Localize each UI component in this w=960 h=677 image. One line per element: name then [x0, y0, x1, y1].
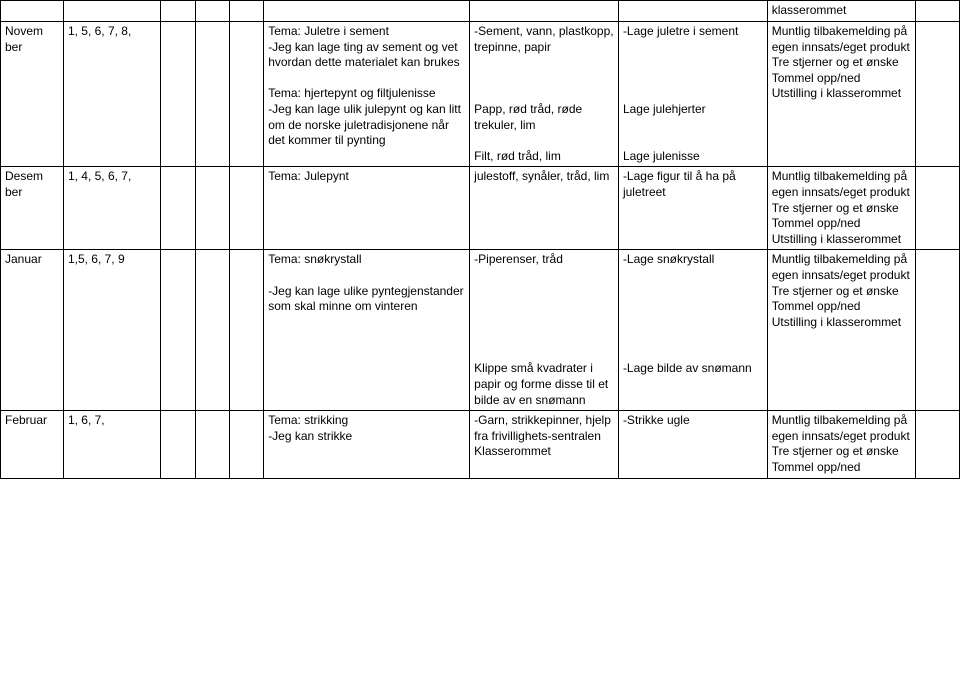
- cell-r0-c2: [161, 1, 195, 22]
- cell-r2-c5: Tema: Julepynt: [264, 167, 470, 250]
- cell-r1-c8: Muntlig tilbakemelding på egen innsats/e…: [767, 22, 916, 167]
- cell-r1-c2: [161, 22, 195, 167]
- cell-r2-c9: [916, 167, 960, 250]
- cell-r3-c9: [916, 250, 960, 411]
- cell-r3-c4: [229, 250, 263, 411]
- cell-r4-c5: Tema: strikking-Jeg kan strikke: [264, 411, 470, 478]
- cell-r4-c6: -Garn, strikkepinner, hjelp fra frivilli…: [470, 411, 619, 478]
- cell-r2-c0: Desember: [1, 167, 64, 250]
- cell-r2-c3: [195, 167, 229, 250]
- cell-r0-c9: [916, 1, 960, 22]
- cell-r0-c7: [618, 1, 767, 22]
- cell-r1-c7: -Lage juletre i sementLage julehjerterLa…: [618, 22, 767, 167]
- cell-r0-c1: [63, 1, 160, 22]
- cell-r3-c8: Muntlig tilbakemelding på egen innsats/e…: [767, 250, 916, 411]
- cell-r3-c0: Januar: [1, 250, 64, 411]
- cell-r3-c6: -Piperenser, trådKlippe små kvadrater i …: [470, 250, 619, 411]
- plan-table: klasserommet November1, 5, 6, 7, 8, Tema: …: [0, 0, 960, 479]
- cell-r3-c5: Tema: snøkrystall-Jeg kan lage ulike pyn…: [264, 250, 470, 411]
- cell-r2-c6: julestoff, synåler, tråd, lim: [470, 167, 619, 250]
- cell-r0-c3: [195, 1, 229, 22]
- cell-r1-c6: -Sement, vann, plastkopp, trepinne, papi…: [470, 22, 619, 167]
- cell-r1-c3: [195, 22, 229, 167]
- cell-r3-c2: [161, 250, 195, 411]
- cell-r0-c5: [264, 1, 470, 22]
- cell-r2-c1: 1, 4, 5, 6, 7,: [63, 167, 160, 250]
- cell-r4-c1: 1, 6, 7,: [63, 411, 160, 478]
- cell-r1-c0: November: [1, 22, 64, 167]
- cell-r2-c2: [161, 167, 195, 250]
- cell-r4-c4: [229, 411, 263, 478]
- cell-r0-c4: [229, 1, 263, 22]
- cell-r2-c8: Muntlig tilbakemelding på egen innsats/e…: [767, 167, 916, 250]
- cell-r1-c1: 1, 5, 6, 7, 8,: [63, 22, 160, 167]
- cell-r4-c7: -Strikke ugle: [618, 411, 767, 478]
- cell-r3-c7: -Lage snøkrystall-Lage bilde av snømann: [618, 250, 767, 411]
- cell-r1-c9: [916, 22, 960, 167]
- cell-r4-c2: [161, 411, 195, 478]
- cell-r0-c6: [470, 1, 619, 22]
- cell-r3-c3: [195, 250, 229, 411]
- cell-r0-c8: klasserommet: [767, 1, 916, 22]
- cell-r1-c5: Tema: Juletre i sement-Jeg kan lage ting…: [264, 22, 470, 167]
- cell-r4-c3: [195, 411, 229, 478]
- cell-r4-c0: Februar: [1, 411, 64, 478]
- cell-r2-c7: -Lage figur til å ha på juletreet: [618, 167, 767, 250]
- cell-r1-c4: [229, 22, 263, 167]
- cell-r4-c8: Muntlig tilbakemelding på egen innsats/e…: [767, 411, 916, 478]
- cell-r2-c4: [229, 167, 263, 250]
- cell-r3-c1: 1,5, 6, 7, 9: [63, 250, 160, 411]
- cell-r4-c9: [916, 411, 960, 478]
- cell-r0-c0: [1, 1, 64, 22]
